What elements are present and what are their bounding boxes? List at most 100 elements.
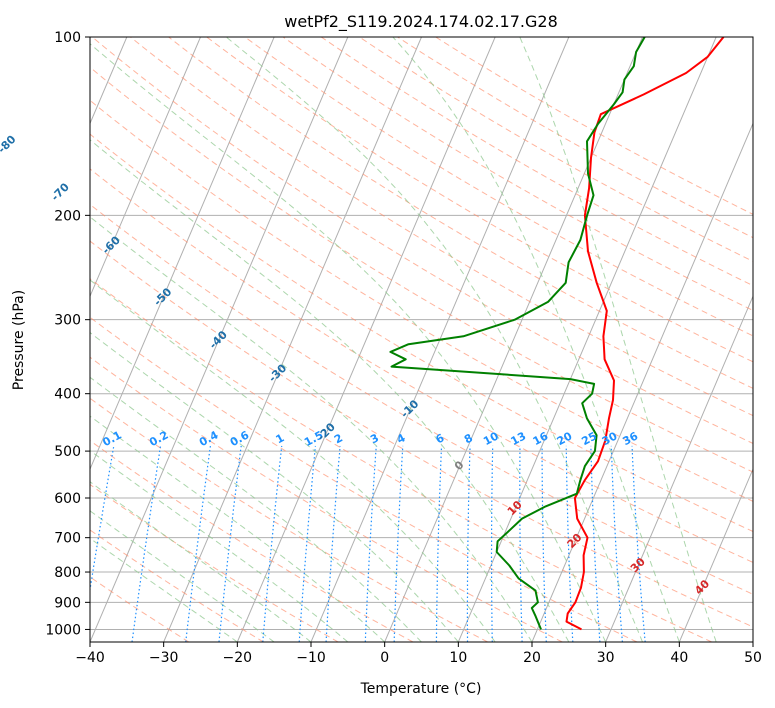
mixing-ratio-label: 3: [368, 431, 381, 446]
y-tick-label: 900: [54, 595, 81, 611]
profile-lines: [389, 37, 725, 631]
mixing-ratio-label: 30: [600, 429, 620, 448]
isotherm-label: -40: [207, 328, 230, 351]
dry-adiabat-line: [90, 133, 753, 533]
isotherm-label: 0: [452, 458, 467, 473]
isotherm-line: [90, 37, 201, 298]
moist-adiabat-line: [225, 37, 643, 642]
isotherm-line: [605, 295, 753, 642]
moist-adiabat-line: [90, 331, 459, 642]
y-tick-label: 200: [54, 208, 81, 224]
moist-adiabat-line: [90, 216, 533, 642]
chart-title: wetPf2_S119.2024.174.02.17.G28: [284, 12, 558, 32]
isotherm-line: [384, 37, 643, 642]
moist-adiabat-line: [519, 37, 717, 642]
dry-adiabat-line: [90, 316, 638, 642]
isotherm-line: [163, 37, 422, 642]
moist-adiabat-line: [90, 43, 607, 642]
x-tick-label: −10: [296, 650, 326, 666]
moist-adiabat-line: [90, 537, 238, 642]
dry-adiabat-line: [130, 37, 753, 417]
x-tick-label: 20: [523, 650, 541, 666]
dewpoint-profile-line: [389, 37, 646, 630]
isotherm-label: -30: [266, 361, 289, 384]
isotherm-label: -50: [151, 285, 174, 308]
mixing-ratio-label: 8: [462, 431, 475, 446]
dry-adiabat-line: [90, 66, 753, 473]
mixing-ratio-line: [185, 445, 211, 642]
dry-adiabat-line: [435, 37, 753, 215]
isotherm-label: 40: [692, 577, 712, 597]
x-tick-label: 10: [449, 650, 467, 666]
mixing-ratio-label: 0.1: [100, 428, 123, 449]
mixing-ratio-line: [631, 445, 646, 642]
mixing-ratio-line: [262, 445, 283, 642]
mixing-ratio-line: [435, 445, 443, 642]
mixing-ratio-line: [393, 445, 404, 642]
mixing-ratio-line: [90, 445, 115, 594]
dry-adiabat-line: [282, 37, 753, 312]
x-axis-label: Temperature (°C): [360, 681, 482, 697]
y-tick-label: 600: [54, 491, 81, 507]
mixing-ratio-label: 4: [395, 431, 408, 446]
dry-adiabat-line: [90, 440, 414, 642]
moist-adiabat-line: [90, 449, 349, 642]
isotherm-line: [90, 37, 275, 471]
y-axis-label: Pressure (hPa): [11, 290, 27, 390]
mixing-ratio-line: [610, 445, 623, 642]
x-tick-label: 30: [597, 650, 615, 666]
mixing-ratio-line: [364, 445, 377, 642]
x-tick-label: −40: [75, 650, 105, 666]
dry-adiabat-line: [206, 37, 753, 363]
y-tick-label: 100: [54, 30, 81, 46]
moist-adiabat-line: [90, 279, 496, 642]
dry-adiabat-line: [90, 203, 753, 595]
axes: −40 −30 −20 −10 0 10 20 30 40 5010020030040050060…: [45, 30, 762, 666]
dry-adiabat-line: [90, 356, 563, 642]
moist-adiabat-line: [90, 415, 386, 642]
isotherm-line: [457, 37, 717, 642]
mixing-ratio-line: [218, 445, 242, 642]
isotherm-line: [236, 37, 496, 642]
isotherm-line: [678, 467, 753, 642]
mixing-ratio-label: 0.2: [147, 428, 170, 449]
dry-adiabat-line: [91, 37, 753, 444]
x-tick-label: 40: [670, 650, 688, 666]
mixing-ratio-line: [541, 445, 547, 642]
moist-adiabat-line: [90, 510, 275, 642]
y-tick-label: 800: [54, 565, 81, 581]
moist-adiabat-line: [392, 37, 680, 642]
isotherm-line: [531, 122, 753, 642]
plot-frame: [89, 36, 754, 643]
mixing-ratio-line: [325, 445, 341, 642]
mixing-ratio-label: 16: [531, 429, 551, 448]
dry-adiabat-line: [168, 37, 753, 389]
mixing-ratio-label: 0.4: [197, 428, 221, 449]
x-tick-label: −30: [149, 650, 179, 666]
isotherm-label: -70: [49, 180, 72, 203]
y-tick-label: 300: [54, 313, 81, 329]
moist-adiabat-line: [90, 481, 312, 642]
isotherm-label: -60: [100, 233, 123, 256]
isotherm-line: [752, 640, 753, 642]
dry-adiabat-line: [359, 37, 753, 262]
mixing-ratio-label: 25: [579, 429, 599, 448]
mixing-ratio-line: [519, 445, 523, 642]
dry-adiabat-line: [90, 397, 488, 642]
dry-adiabat-line: [90, 240, 753, 628]
y-tick-label: 700: [54, 531, 81, 547]
moist-adiabat-line: [90, 139, 570, 642]
mixing-ratio-line: [590, 445, 601, 642]
dry-adiabat-line: [90, 576, 190, 642]
x-tick-label: 50: [744, 650, 762, 666]
mixing-ratio-line: [466, 445, 471, 642]
y-tick-label: 400: [54, 387, 81, 403]
mixing-ratio-line: [131, 445, 162, 642]
x-tick-label: 0: [380, 650, 389, 666]
mixing-ratio-label: 0.6: [228, 428, 252, 449]
dry-adiabat-line: [244, 37, 753, 337]
background-lines: [90, 37, 753, 642]
mixing-ratio-label: 20: [555, 429, 575, 448]
mixing-ratio-label: 36: [621, 429, 641, 448]
